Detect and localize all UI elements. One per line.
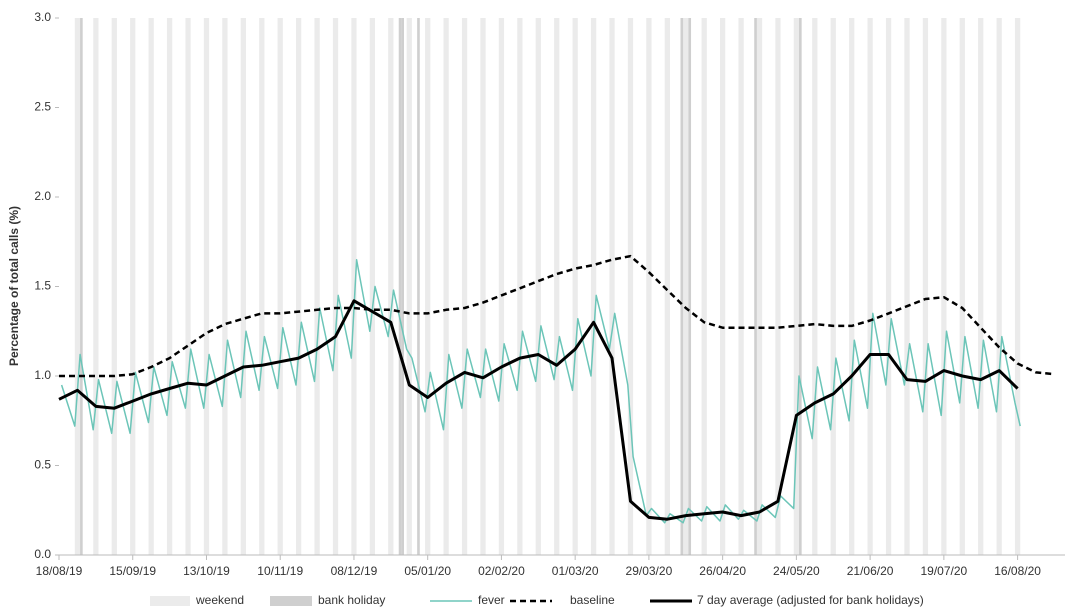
y-axis-label: Percentage of total calls (%): [7, 206, 21, 366]
x-tick-label: 15/09/19: [109, 564, 156, 578]
legend-label: bank holiday: [318, 593, 385, 607]
weekend-band: [443, 18, 449, 555]
x-tick-label: 24/05/20: [773, 564, 820, 578]
weekend-band: [701, 18, 707, 555]
legend-label: 7 day average (adjusted for bank holiday…: [697, 593, 924, 607]
weekend-band: [351, 18, 357, 555]
weekend-band: [775, 18, 781, 555]
weekend-band: [720, 18, 726, 555]
weekend-band: [793, 18, 800, 555]
weekend-band: [627, 18, 634, 555]
bank-holiday-band: [398, 18, 402, 555]
x-tick-label: 21/06/20: [847, 564, 894, 578]
x-tick-label: 19/07/20: [920, 564, 967, 578]
y-tick-label: 1.5: [34, 279, 51, 293]
weekend-band: [978, 18, 984, 555]
y-tick-label: 1.0: [34, 368, 51, 382]
weekend-band: [738, 18, 744, 555]
weekend-band: [941, 18, 947, 555]
x-tick-label: 29/03/20: [626, 564, 673, 578]
x-tick-label: 18/08/19: [36, 564, 83, 578]
bank-holiday-band: [680, 18, 684, 555]
weekend-band: [922, 18, 929, 555]
weekend-band: [996, 18, 1002, 555]
bank-holiday-band: [80, 18, 83, 555]
weekend-band: [498, 18, 505, 555]
y-tick-label: 2.0: [34, 189, 51, 203]
weekend-band: [664, 18, 670, 555]
legend-label: weekend: [195, 593, 244, 607]
weekend-band: [111, 18, 117, 555]
weekend-band: [683, 18, 689, 555]
y-tick-label: 0.5: [34, 458, 51, 472]
bank-holiday-band: [417, 18, 420, 555]
x-tick-label: 13/10/19: [183, 564, 230, 578]
weekend-band: [535, 18, 541, 555]
y-tick-label: 0.0: [34, 547, 51, 561]
bank-holiday-band: [401, 18, 404, 555]
weekend-band: [240, 18, 246, 555]
weekend-band: [867, 18, 873, 555]
x-tick-label: 10/11/19: [257, 564, 303, 578]
weekend-band: [314, 18, 320, 555]
weekend-band: [830, 18, 836, 555]
weekend-band: [572, 18, 578, 555]
weekend-band: [148, 18, 154, 555]
weekend-band: [756, 18, 763, 555]
weekend-band: [369, 18, 376, 555]
weekend-band: [959, 18, 965, 555]
weekend-band: [74, 18, 81, 555]
weekend-band: [277, 18, 283, 555]
weekend-band: [259, 18, 265, 555]
weekend-band: [425, 18, 431, 555]
weekend-band: [590, 18, 597, 555]
bank-holiday-band: [754, 18, 757, 555]
weekend-band: [203, 18, 210, 555]
legend-swatch: [270, 596, 312, 606]
weekend-band: [554, 18, 560, 555]
weekend-band: [849, 18, 855, 555]
weekend-band: [885, 18, 892, 555]
weekend-band: [166, 18, 173, 555]
series-line: [59, 254, 1055, 378]
series-line: [60, 258, 1021, 524]
weekend-band: [1014, 18, 1021, 555]
weekend-band: [646, 18, 652, 555]
x-tick-label: 02/02/20: [478, 564, 525, 578]
legend-label: baseline: [570, 593, 615, 607]
y-tick-label: 3.0: [34, 10, 51, 24]
weekend-band: [609, 18, 615, 555]
weekend-band: [812, 18, 818, 555]
weekend-band: [461, 18, 468, 555]
weekend-band: [222, 18, 228, 555]
weekend-band: [296, 18, 302, 555]
x-tick-label: 08/12/19: [331, 564, 378, 578]
x-tick-label: 01/03/20: [552, 564, 599, 578]
legend-swatch: [150, 596, 190, 606]
bank-holiday-band: [799, 18, 802, 555]
legend-label: fever: [478, 593, 505, 607]
weekend-band: [904, 18, 910, 555]
weekend-band: [388, 18, 394, 555]
x-tick-label: 16/08/20: [994, 564, 1041, 578]
weekend-band: [332, 18, 339, 555]
weekend-band: [185, 18, 191, 555]
x-tick-label: 26/04/20: [699, 564, 746, 578]
x-tick-label: 05/01/20: [404, 564, 451, 578]
bank-holiday-band: [688, 18, 692, 555]
series-line: [58, 299, 1019, 521]
weekend-band: [480, 18, 486, 555]
weekend-band: [517, 18, 523, 555]
weekend-band: [130, 18, 136, 555]
weekend-band: [93, 18, 99, 555]
y-tick-label: 2.5: [34, 100, 51, 114]
weekend-band: [406, 18, 412, 555]
